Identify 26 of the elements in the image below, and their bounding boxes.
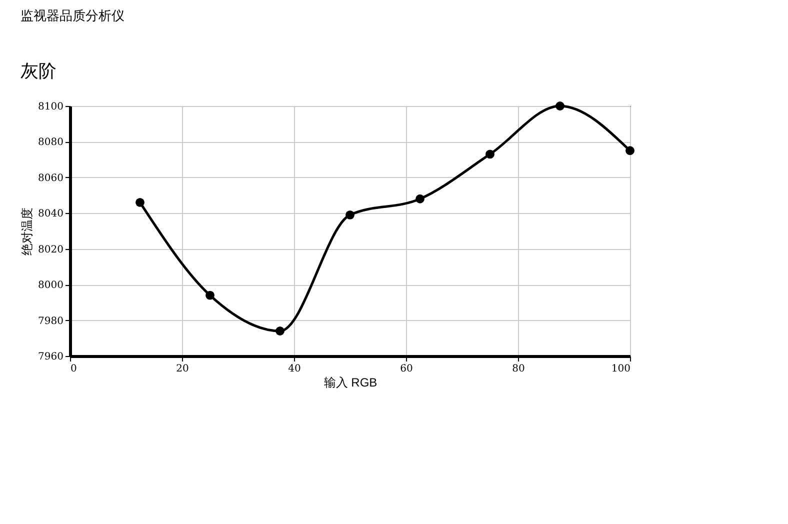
x-tick-label: 40	[288, 364, 301, 374]
y-axis-title: 绝对温度	[20, 208, 34, 256]
y-tick-label: 8040	[38, 208, 64, 220]
point	[486, 150, 494, 159]
y-tick-label: 8100	[38, 102, 64, 112]
point	[416, 194, 424, 204]
x-tick-label: 0	[70, 364, 77, 374]
point	[136, 198, 144, 207]
point	[276, 326, 284, 336]
y-tick-label: 7960	[38, 352, 64, 362]
point	[206, 290, 214, 300]
x-axis-title: 输入 RGB	[324, 376, 378, 390]
y-tick-label: 8080	[38, 137, 64, 148]
point	[556, 102, 564, 110]
y-tick-label: 8020	[38, 244, 64, 256]
chart-title: 监视器品质分析仪	[20, 9, 125, 24]
chart-subtitle: 灰阶	[20, 61, 57, 82]
x-tick-label: 20	[176, 364, 189, 374]
point	[626, 146, 634, 156]
x-tick-label: 100	[611, 364, 630, 374]
y-tick-label: 8000	[38, 280, 64, 292]
x-tick-label: 60	[400, 364, 413, 374]
y-tick-label: 8060	[38, 172, 64, 184]
y-tick-label: 7980	[38, 316, 64, 327]
point	[346, 210, 354, 220]
x-tick-label: 80	[512, 364, 525, 374]
